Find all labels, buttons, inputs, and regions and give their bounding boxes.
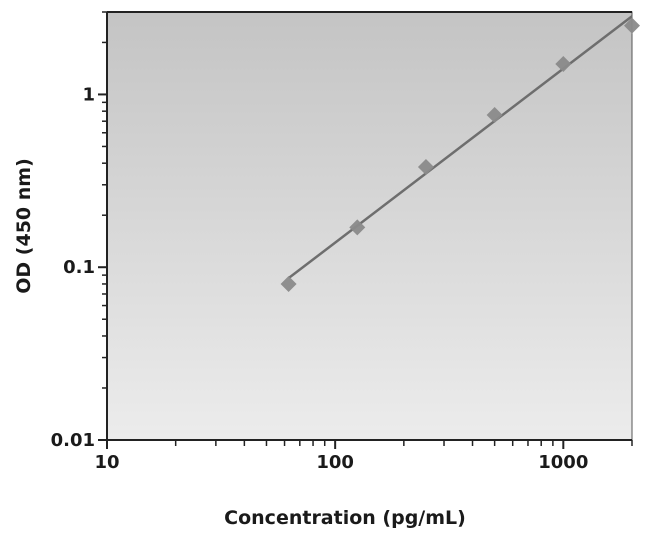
x-axis-label: Concentration (pg/mL)	[224, 507, 466, 529]
data-point	[486, 107, 503, 124]
trendline	[287, 15, 633, 280]
data-point	[349, 219, 366, 236]
y-tick-label: 0.1	[63, 257, 95, 278]
data-point	[624, 17, 640, 34]
y-tick-label: 0.01	[51, 430, 95, 451]
y-axis-label: OD (450 nm)	[13, 158, 35, 294]
data-point	[417, 159, 434, 176]
data-point	[555, 56, 572, 73]
x-tick-label: 1000	[538, 452, 588, 473]
data-point	[280, 275, 297, 292]
y-tick-label: 1	[82, 84, 95, 105]
x-tick-label: 10	[94, 452, 119, 473]
x-tick-label: 100	[316, 452, 354, 473]
